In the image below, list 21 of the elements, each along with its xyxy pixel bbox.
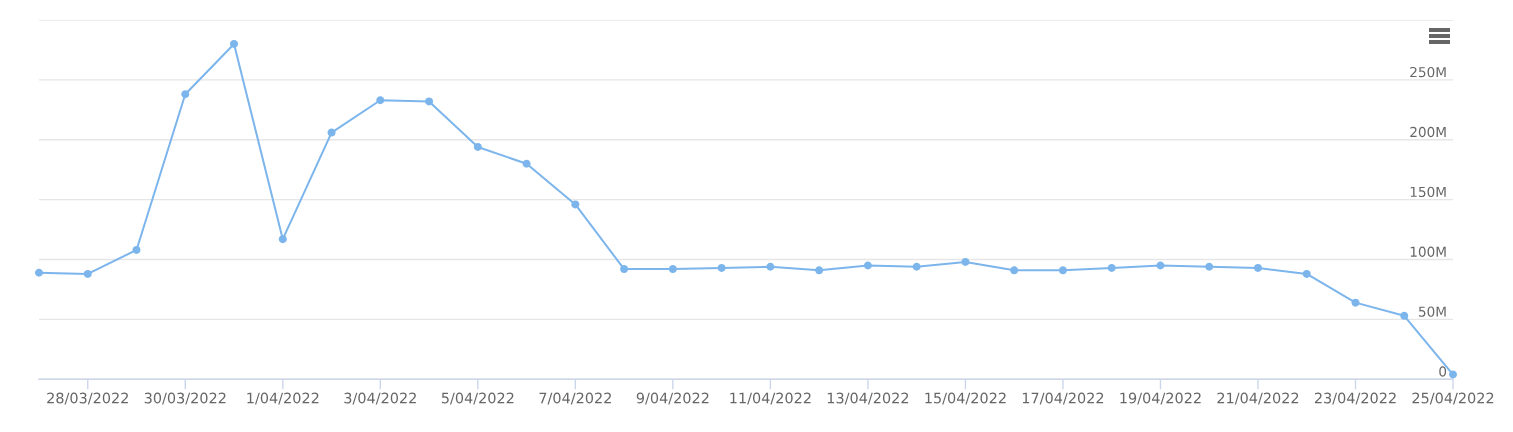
x-tick-label: 17/04/2022 xyxy=(1022,392,1104,405)
x-tick-label: 23/04/2022 xyxy=(1314,392,1396,405)
x-tick-label: 9/04/2022 xyxy=(636,392,709,405)
y-tick-label: 0 xyxy=(1439,366,1447,377)
x-tick-label: 5/04/2022 xyxy=(441,392,514,405)
x-tick-label: 1/04/2022 xyxy=(247,392,319,405)
x-tick-label: 13/04/2022 xyxy=(827,392,909,405)
y-tick-label: 200M xyxy=(1410,126,1446,138)
x-tick-label: 15/04/2022 xyxy=(925,392,1006,405)
x-tick-label: 3/04/2022 xyxy=(344,392,416,405)
y-tick-label: 50M xyxy=(1418,306,1446,317)
x-tick-label: 7/04/2022 xyxy=(539,392,611,405)
x-tick-label: 28/03/2022 xyxy=(47,392,128,405)
y-tick-label: 100M xyxy=(1410,246,1446,257)
y-tick-label: 150M xyxy=(1410,186,1446,198)
x-tick-label: 21/04/2022 xyxy=(1217,392,1299,405)
x-tick-label: 11/04/2022 xyxy=(730,392,811,405)
x-tick-label: 30/03/2022 xyxy=(144,392,226,405)
x-tick-label: 19/04/2022 xyxy=(1120,392,1201,405)
x-tick-label: 25/04/2022 xyxy=(1412,392,1494,405)
y-tick-label: 250M xyxy=(1410,66,1446,78)
